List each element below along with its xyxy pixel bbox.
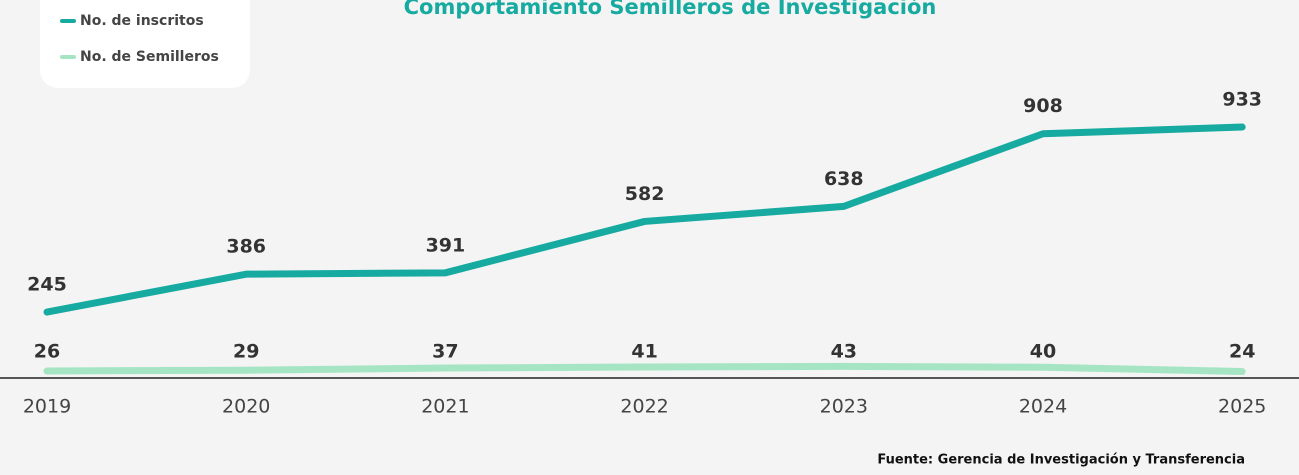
- x-tick-label: 2024: [1019, 396, 1067, 418]
- data-label: 29: [233, 341, 259, 363]
- data-label: 582: [625, 183, 665, 205]
- legend-label: No. de Semilleros: [80, 49, 219, 65]
- series-line: [43, 362, 1246, 376]
- data-label: 908: [1023, 95, 1063, 117]
- data-label: 638: [824, 168, 864, 190]
- data-label: 41: [631, 341, 657, 363]
- data-label: 386: [226, 236, 266, 258]
- data-label: 43: [831, 341, 857, 363]
- x-tick-label: 2022: [620, 396, 668, 418]
- x-tick-label: 2020: [222, 396, 270, 418]
- series-line: [43, 123, 1246, 316]
- chart-title: Comportamiento Semilleros de Investigaci…: [404, 0, 937, 19]
- x-tick-label: 2023: [820, 396, 868, 418]
- legend-box: [40, 0, 250, 88]
- data-label: 40: [1030, 341, 1056, 363]
- legend-label: No. de inscritos: [80, 13, 204, 29]
- data-label: 245: [27, 274, 67, 296]
- source: Fuente: Gerencia de Investigación y Tran…: [877, 453, 1245, 468]
- data-label: 37: [432, 341, 458, 363]
- data-label: 933: [1222, 89, 1262, 111]
- x-tick-label: 2025: [1218, 396, 1266, 418]
- data-label: 26: [34, 341, 60, 363]
- x-tick-label: 2019: [23, 396, 71, 418]
- x-tick-label: 2021: [421, 396, 469, 418]
- data-label: 391: [426, 234, 466, 256]
- data-label: 24: [1229, 341, 1255, 363]
